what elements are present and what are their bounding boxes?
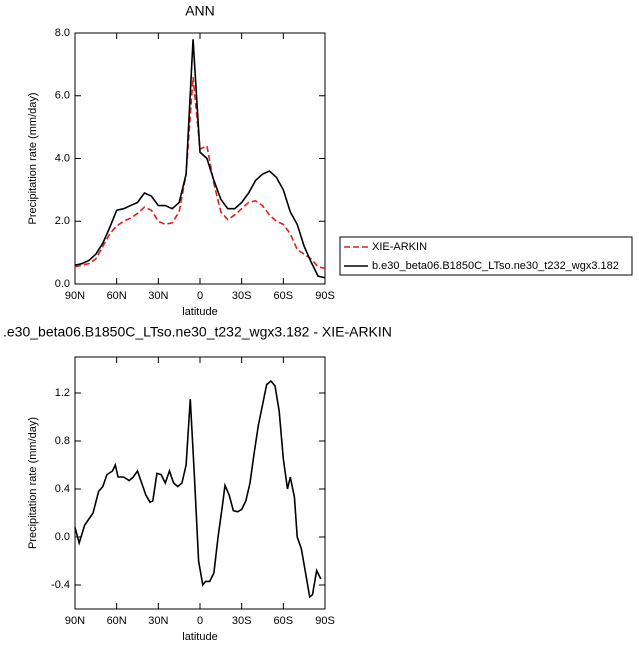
plot-frame	[74, 32, 326, 285]
y-tick-label: 6.0	[55, 90, 70, 102]
y-tick-label: 8.0	[55, 27, 70, 39]
x-tick-label: 90N	[65, 290, 85, 302]
y-tick-label: 0.0	[55, 531, 70, 543]
x-tick-label: 60N	[107, 615, 127, 627]
x-tick-label: 60S	[274, 615, 294, 627]
legend-label: XIE-ARKIN	[372, 241, 427, 253]
x-tick-label: 90S	[315, 290, 335, 302]
legend-label: b.e30_beta06.B1850C_LTso.ne30_t232_wgx3.…	[372, 260, 619, 272]
y-tick-label: -0.4	[51, 579, 70, 591]
x-tick-label: 90S	[315, 615, 335, 627]
data-line	[74, 39, 326, 279]
data-line	[74, 379, 322, 599]
y-tick-label: 2.0	[55, 215, 70, 227]
legend-box	[339, 236, 633, 276]
x-axis-label: latitude	[182, 631, 217, 643]
x-tick-label: 60N	[107, 290, 127, 302]
x-tick-label: 30N	[148, 615, 168, 627]
y-tick-label: 4.0	[55, 152, 70, 164]
y-tick-label: 0.0	[55, 278, 70, 290]
y-tick-label: 0.4	[55, 483, 70, 495]
y-axis-label: Precipitation rate (mm/day)	[27, 92, 39, 224]
chart-title: ANN	[185, 3, 215, 19]
x-tick-label: 0	[197, 615, 203, 627]
x-tick-label: 30S	[232, 615, 252, 627]
x-tick-label: 0	[197, 290, 203, 302]
y-axis-label: Precipitation rate (mm/day)	[27, 417, 39, 549]
x-tick-label: 30N	[148, 290, 168, 302]
data-line	[74, 76, 326, 270]
x-tick-label: 60S	[274, 290, 294, 302]
y-tick-label: 1.2	[55, 387, 70, 399]
x-axis-label: latitude	[182, 306, 217, 318]
chart-title: .e30_beta06.B1850C_LTso.ne30_t232_wgx3.1…	[3, 324, 392, 340]
y-tick-label: 0.8	[55, 435, 70, 447]
x-tick-label: 30S	[232, 290, 252, 302]
x-tick-label: 90N	[65, 615, 85, 627]
